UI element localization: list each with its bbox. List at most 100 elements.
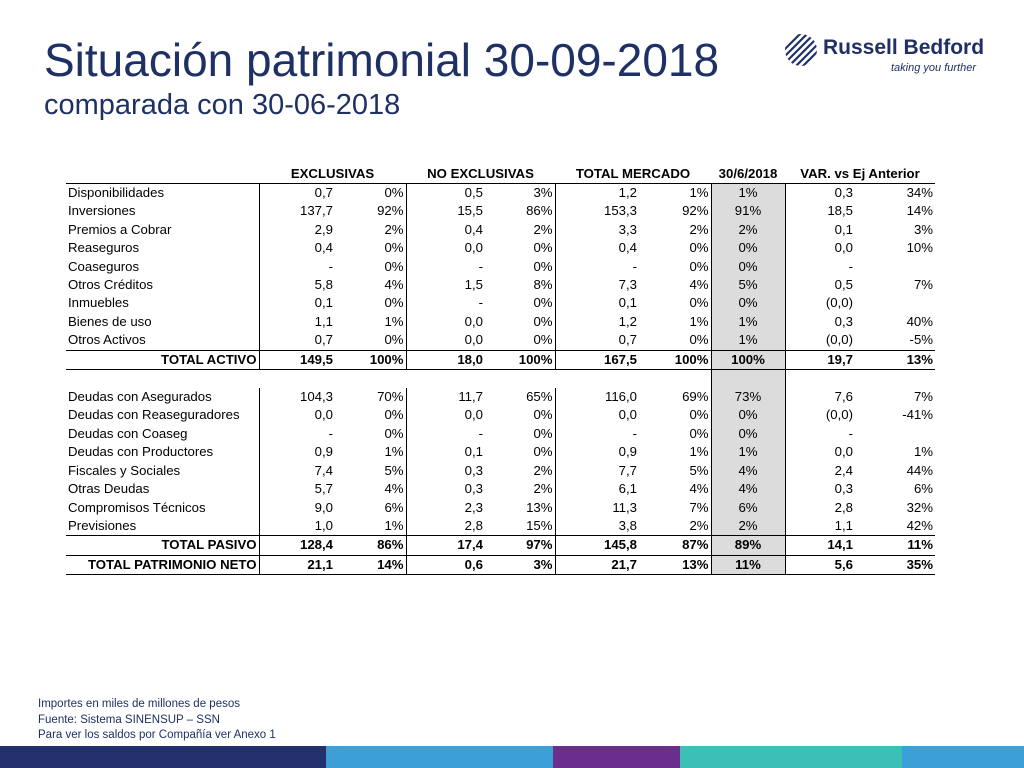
cell-prev: 11% [710, 555, 786, 576]
cell-exp: 0% [335, 239, 407, 258]
cell-exp: 86% [335, 535, 407, 556]
table-row: Otras Deudas 5,7 4% 0,3 2% 6,1 4% 4% 0,3 6% [66, 480, 935, 499]
cell-ex: 7,4 [314, 462, 333, 478]
cell-exp: 0% [335, 331, 407, 351]
cell-tot: 7,7 [618, 462, 637, 478]
cell-prev: 0% [710, 257, 786, 277]
page-subtitle: comparada con 30-06-2018 [44, 89, 401, 121]
cell-var: 7,6 [834, 389, 853, 405]
cell-exp: 4% [335, 480, 407, 499]
cell-ex: 128,4 [259, 535, 335, 556]
cell-nex: 0,1 [464, 444, 483, 460]
cell-nexp: 0% [485, 406, 556, 425]
cell-nexp: 15% [485, 516, 556, 536]
cell-varp: 32% [906, 499, 933, 515]
cell-tot: 11,3 [612, 499, 637, 515]
cell-nex: - [478, 295, 483, 311]
table-row: Inmuebles 0,1 0% -0% 0,1 0% 0% (0,0) [66, 294, 935, 313]
header-no-exclusivas: NO EXCLUSIVAS [427, 166, 534, 181]
footnote-source: Fuente: Sistema SINENSUP – SSN [38, 713, 220, 726]
row-label: Previsiones [66, 516, 260, 536]
cell-nexp: 65% [485, 388, 556, 407]
cell-varp [855, 294, 935, 312]
cell-nex: 0,0 [464, 407, 483, 423]
cell-var: 0,5 [834, 277, 853, 293]
cell-prev: 1% [710, 331, 786, 351]
cell-ex: - [328, 425, 333, 441]
cell-nex: 0,3 [464, 462, 483, 478]
cell-ex: 0,7 [314, 185, 333, 200]
cell-exp: 0% [335, 257, 407, 277]
cell-nex: 0,4 [464, 221, 483, 237]
cell-nexp: 3% [485, 183, 556, 203]
cell-nexp: 0% [485, 294, 556, 313]
row-label: Disponibilidades [66, 183, 260, 203]
table-row: Bienes de uso 1,1 1% 0,0 0% 1,2 1% 1% 0,3 40% [66, 312, 935, 332]
cell-totp: 0% [639, 424, 712, 444]
cell-nexp: 8% [485, 276, 556, 295]
cell-totp: 0% [639, 239, 712, 258]
cell-exp: 70% [335, 388, 407, 407]
cell-var: 1,1 [834, 517, 853, 533]
total-pasivo-row: TOTAL PASIVO 128,4 86% 17,4 97% 145,8 87% 89% 14… [66, 535, 935, 556]
cell-var: 19,7 [785, 349, 855, 371]
cell-var: 0,0 [834, 444, 853, 460]
cell-tot: 1,2 [618, 185, 637, 200]
cell-prev: 2% [710, 220, 786, 240]
cell-tot: 0,4 [618, 240, 637, 256]
table-row: Deudas con Asegurados 104,3 70% 11,7 65% 116,… [66, 388, 935, 407]
footer-bar-segment [553, 746, 680, 768]
cell-exp: 2% [335, 220, 407, 240]
cell-totp: 100% [639, 349, 712, 371]
cell-nexp: 2% [485, 220, 556, 240]
table-row: Premios a Cobrar 2,9 2% 0,4 2% 3,3 2% 2% 0,1 3% [66, 220, 935, 240]
cell-totp: 4% [639, 480, 712, 499]
cell-tot: 167,5 [555, 349, 639, 371]
cell-ex: 0,1 [314, 295, 333, 311]
row-label: Otros Créditos [66, 276, 260, 295]
cell-varp: 1% [913, 444, 933, 460]
cell-exp: 5% [335, 461, 407, 481]
cell-prev: 100% [710, 349, 786, 371]
cell-tot: 21,7 [555, 555, 639, 576]
cell-varp: 7% [913, 277, 933, 293]
cell-nex: 2,8 [464, 517, 483, 533]
cell-varp [855, 425, 935, 443]
cell-totp: 2% [639, 220, 712, 240]
cell-exp: 1% [335, 516, 407, 536]
cell-exp: 0% [335, 406, 407, 425]
cell-var: 0,1 [834, 221, 853, 237]
cell-var: 0,3 [834, 313, 853, 329]
cell-totp: 0% [639, 406, 712, 425]
cell-prev: 0% [710, 294, 786, 313]
footnotes: Importes en miles de millones de pesos F… [38, 697, 276, 744]
table-row: Compromisos Técnicos 9,0 6% 2,3 13% 11,3 7% 6% 2… [66, 498, 935, 517]
cell-prev: 6% [710, 498, 786, 517]
logo-name: Russell Bedford [823, 36, 985, 59]
row-label: Otras Deudas [66, 480, 260, 499]
spacer-row [66, 369, 935, 389]
cell-exp: 1% [335, 443, 407, 462]
cell-nexp: 13% [485, 498, 556, 517]
cell-nex: - [478, 425, 483, 441]
cell-prev: 4% [710, 480, 786, 499]
cell-var: - [848, 258, 853, 274]
cell-tot: 0,7 [618, 332, 637, 348]
cell-exp: 0% [335, 183, 407, 203]
logo-tagline: taking you further [891, 62, 976, 74]
cell-totp: 2% [639, 516, 712, 536]
cell-exp: 0% [335, 294, 407, 313]
cell-tot: 0,9 [618, 444, 637, 460]
cell-nexp: 0% [485, 443, 556, 462]
cell-varp: -41% [902, 407, 933, 423]
cell-ex: 0,0 [314, 407, 333, 423]
cell-ex: 149,5 [259, 349, 335, 371]
cell-ex: 104,3 [299, 389, 333, 405]
cell-nex: 0,5 [464, 185, 483, 200]
row-label: Compromisos Técnicos [66, 498, 260, 517]
footnote-units: Importes en miles de millones de pesos [38, 698, 240, 710]
cell-varp: 13% [855, 349, 935, 371]
row-label: Coaseguros [66, 257, 260, 277]
cell-nex: 15,5 [457, 203, 483, 219]
cell-prev: 91% [710, 202, 786, 221]
